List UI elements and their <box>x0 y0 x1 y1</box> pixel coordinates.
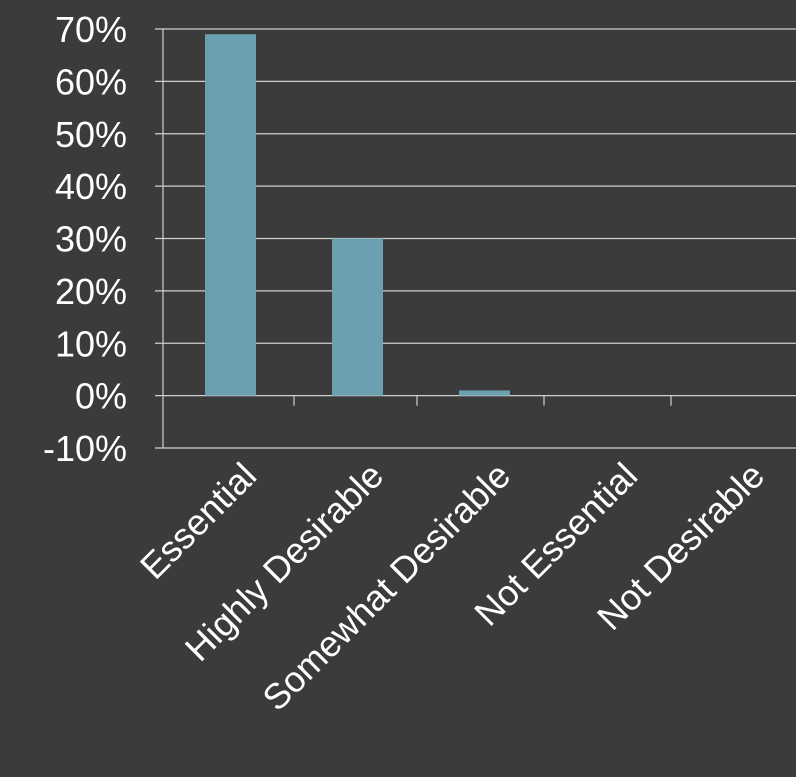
y-tick-labels: -10% 0% 10% 20% 30% 40% 50% 60% 70% <box>43 9 127 469</box>
y-tick-label: 40% <box>55 166 127 207</box>
bar <box>459 390 510 396</box>
y-tick-label: 0% <box>75 376 127 417</box>
x-category-label: Essential <box>132 455 264 587</box>
y-tick-label: 60% <box>55 61 127 102</box>
bars <box>205 34 510 396</box>
y-tick-label: 20% <box>55 271 127 312</box>
x-category-label: Somewhat Desirable <box>254 455 518 719</box>
y-tick-label: 30% <box>55 219 127 260</box>
bar <box>205 34 256 396</box>
y-tick-label: 70% <box>55 9 127 50</box>
y-tick-label: 50% <box>55 114 127 155</box>
y-tick-label: 10% <box>55 323 127 364</box>
axes <box>162 29 672 448</box>
y-tick-label: -10% <box>43 428 127 469</box>
bar <box>332 238 383 396</box>
gridlines <box>155 28 796 449</box>
